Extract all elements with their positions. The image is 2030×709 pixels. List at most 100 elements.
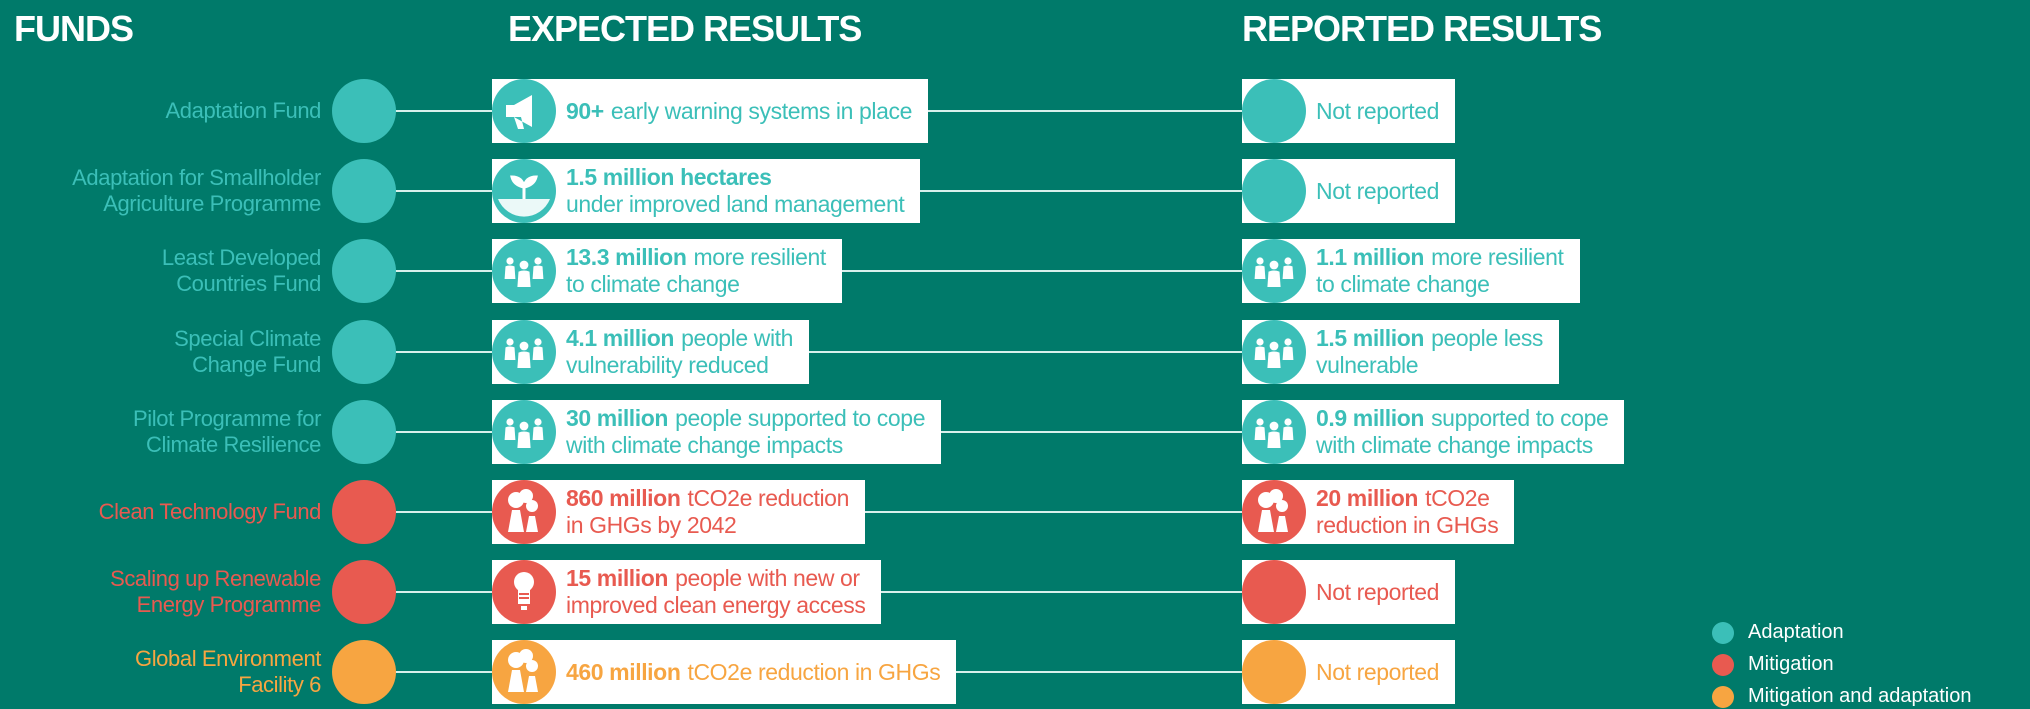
result-text: 860 million	[566, 485, 681, 511]
result-line: 13.3 million more resilient	[566, 244, 826, 271]
result-text: vulnerable	[1316, 351, 1419, 378]
fund-line: Change Fund	[192, 351, 321, 377]
result-text: 460 million	[566, 658, 681, 685]
result-text: reduction in GHGs	[1316, 512, 1499, 538]
result-line: 1.5 million people less	[1316, 325, 1543, 352]
reported-circle	[1242, 480, 1306, 544]
result-text: more resilient	[1431, 244, 1564, 271]
result-line: 0.9 million supported to cope	[1316, 404, 1609, 432]
reported-circle	[1242, 239, 1306, 304]
result-text: to climate change	[1316, 271, 1490, 298]
result-line: Not reported	[1316, 579, 1439, 606]
expected-circle	[492, 399, 556, 464]
result-text: tCO2e reduction in GHGs	[687, 658, 941, 685]
fund-circle	[332, 399, 396, 464]
fund-line: Scaling up Renewable	[110, 566, 321, 592]
fund-circle	[332, 480, 396, 544]
expected-box: 1.5 million hectares under improved land …	[492, 159, 921, 224]
result-text: 13.3 million	[566, 244, 687, 271]
legend-label: Mitigation and adaptation	[1748, 685, 1972, 707]
fund-line: Adaptation Fund	[165, 98, 322, 123]
connector	[364, 350, 1274, 353]
result-text: 1.5 million	[1316, 324, 1425, 351]
result-text: 0.9 million	[1316, 404, 1425, 431]
result-text: people with	[681, 324, 794, 351]
expected-circle	[492, 480, 556, 544]
header: EXPECTED RESULTS	[508, 8, 862, 49]
fund-line: Global Environment	[134, 646, 321, 672]
expected-circle	[492, 159, 556, 224]
fund-line: Energy Programme	[136, 592, 322, 618]
fund-circle	[332, 640, 396, 705]
fund-name: Pilot Programme for Climate Resilience	[133, 406, 321, 458]
reported-circle	[1242, 640, 1306, 705]
expected-circle	[492, 79, 556, 143]
result-text: with climate change impacts	[1316, 431, 1593, 458]
expected-box: 30 million people supported to cope with c…	[492, 399, 942, 464]
result-text: with climate change impacts	[566, 431, 843, 458]
expected-circle	[492, 319, 556, 384]
result-text: 90+	[566, 97, 604, 124]
result-text: in GHGs by 2042	[566, 512, 737, 538]
result-text: people supported to cope	[675, 404, 926, 431]
fund-name: Least Developed Countries Fund	[161, 245, 322, 297]
result-line: to climate change	[1316, 271, 1564, 298]
fund-circle	[332, 560, 396, 625]
result-line: 30 million people supported to cope	[566, 405, 925, 432]
result-line: under improved land management	[566, 191, 905, 218]
result-line: to climate change	[566, 271, 826, 298]
result-line: Not reported	[1316, 98, 1439, 125]
result-text: tCO2e reduction	[687, 485, 849, 511]
result-line: vulnerability reduced	[566, 352, 793, 379]
legend-dot	[1712, 622, 1734, 644]
fund-line: Countries Fund	[176, 271, 321, 297]
result-text: under improved land management	[566, 191, 905, 218]
fund-line: Adaptation for Smallholder	[72, 165, 321, 191]
result-text: Not reported	[1316, 578, 1440, 605]
legend-label: Mitigation	[1748, 653, 1834, 675]
reported-circle	[1242, 159, 1306, 224]
legend-dot	[1712, 654, 1734, 676]
reported-circle	[1242, 79, 1306, 143]
expected-box: 15 million people with new or improved cle…	[492, 560, 882, 625]
fund-circle	[332, 159, 396, 224]
result-text: people less	[1431, 324, 1544, 351]
reported-circle	[1242, 560, 1306, 625]
fund-name: Global Environment Facility 6	[135, 646, 321, 698]
legend-dot	[1712, 686, 1734, 708]
result-line: 4.1 million people with	[566, 325, 793, 352]
result-line: 90+ early warning systems in place	[566, 98, 912, 125]
result-text: 15 million	[566, 565, 669, 592]
result-text: tCO2e	[1425, 485, 1490, 511]
result-text: Not reported	[1316, 97, 1440, 124]
expected-circle	[492, 640, 556, 705]
result-text: 1.1 million	[1316, 244, 1425, 271]
expected-circle	[492, 560, 556, 625]
result-text: to climate change	[566, 271, 740, 298]
result-text: vulnerability reduced	[566, 351, 769, 378]
fund-name: Adaptation for Smallholder Agriculture Pr…	[72, 165, 321, 217]
expected-box: 460 million tCO2e reduction in GHGs	[492, 640, 957, 705]
fund-line: Least Developed	[161, 245, 322, 271]
expected-circle	[492, 239, 556, 304]
result-line: in GHGs by 2042	[566, 512, 849, 539]
result-text: 20 million	[1316, 485, 1419, 511]
fund-name: Special Climate Change Fund	[174, 326, 321, 378]
result-line: 15 million people with new or	[566, 565, 865, 592]
result-text: Not reported	[1316, 658, 1440, 685]
legend-label: Adaptation	[1748, 621, 1844, 643]
fund-line: Climate Resilience	[146, 431, 321, 457]
fund-line: Pilot Programme for	[132, 405, 321, 431]
result-line: with climate change impacts	[566, 432, 925, 459]
fund-circle	[332, 319, 396, 384]
result-text: 30 million	[566, 404, 669, 431]
result-line: 20 million tCO2e	[1316, 485, 1498, 512]
result-line: 1.1 million more resilient	[1316, 244, 1564, 271]
result-line: with climate change impacts	[1316, 432, 1608, 459]
fund-name: Scaling up Renewable Energy Programme	[110, 566, 321, 618]
result-line: reduction in GHGs	[1316, 512, 1499, 539]
result-text: people with new or	[675, 565, 860, 592]
result-line: vulnerable	[1316, 352, 1543, 379]
fund-line: Facility 6	[238, 672, 321, 698]
